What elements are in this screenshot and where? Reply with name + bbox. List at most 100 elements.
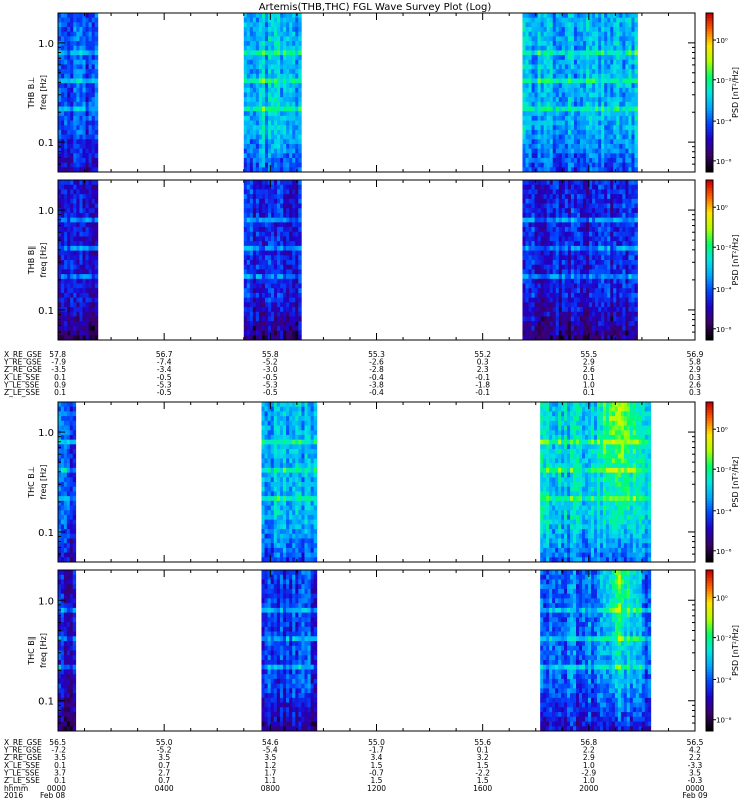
spectrogram-cell [549,17,554,23]
spectrogram-cell [531,31,535,37]
spectrogram-cell [274,125,278,131]
spectrogram-cell [298,69,302,75]
spectrogram-cell [246,180,251,186]
spectrogram-cell [613,217,617,223]
spectrogram-cell [576,222,581,228]
spectrogram-cell [558,73,563,79]
spectrogram-cell [243,83,248,89]
spectrogram-cell [85,139,90,145]
spectrogram-cell [268,129,272,135]
spectrogram-cell [570,184,575,190]
spectrogram-cell [525,87,529,93]
spectrogram-cell [561,115,566,121]
spectrogram-cell [549,106,554,112]
spectrogram-cell [88,125,93,131]
spectrogram-cell [543,50,548,56]
spectrogram-cell [610,106,614,112]
spectrogram-cell [549,92,554,98]
spectrogram-cell [552,41,557,47]
spectrogram-cell [289,307,293,313]
spectrogram-cell [534,297,539,303]
spectrogram-cell [64,31,68,37]
spectrogram-cell [255,189,260,195]
spectrogram-cell [607,255,611,261]
spectrogram-cell [289,148,293,154]
spectrogram-cell [607,157,611,164]
spectrogram-cell [622,22,626,28]
spectrogram-cell [292,167,296,173]
spectrogram-cell [73,283,77,289]
spectrogram-cell [289,167,293,173]
spectrogram-cell [280,36,284,42]
spectrogram-cell [295,87,299,93]
spectrogram-cell [622,101,626,107]
spectrogram-cell [88,269,93,275]
spectrogram-cell [631,87,635,93]
spectrogram-cell [625,64,629,70]
spectrogram-cell [592,73,596,79]
spectrogram-cell [631,236,635,242]
spectrogram-cell [88,330,93,336]
spectrogram-cell [264,222,269,228]
spectrogram-cell [528,330,532,336]
spectrogram-cell [283,143,287,150]
spectrogram-cell [58,203,62,209]
spectrogram-cell [607,325,611,331]
spectrogram-cell [625,17,629,23]
spectrogram-cell [622,148,626,154]
spectrogram-cell [522,321,526,327]
spectrogram-cell [91,255,96,261]
spectrogram-cell [570,111,575,117]
spectrogram-cell [61,245,65,251]
spectrogram-cell [261,64,266,70]
spectrogram-cell [85,97,90,103]
spectrogram-cell [268,231,272,237]
spectrogram-cell [298,22,302,28]
spectrogram-cell [534,97,539,103]
spectrogram-cell [537,162,542,168]
spectrogram-cell [64,255,68,261]
spectrogram-cell [534,264,539,270]
spectrogram-cell [586,148,590,154]
spectrogram-cell [622,217,626,223]
spectrogram-cell [292,59,296,65]
spectrogram-cell [271,87,275,93]
spectrogram-cell [622,120,626,126]
spectrogram-cell [622,143,626,150]
spectrogram-cell [289,87,293,93]
spectrogram-cell [289,325,293,331]
spectrogram-cell [622,241,626,247]
spectrogram-cell [76,180,80,186]
spectrogram-cell [610,17,614,23]
spectrogram-cell [249,269,254,275]
spectrogram-cell [61,288,65,294]
spectrogram-cell [94,241,99,247]
spectrogram-cell [558,264,563,270]
spectrogram-cell [586,316,590,322]
spectrogram-cell [573,198,578,204]
spectrogram-cell [292,120,296,126]
spectrogram-cell [537,148,542,154]
spectrogram-cell [61,153,65,159]
spectrogram-cell [277,269,281,275]
spectrogram-cell [619,274,623,280]
spectrogram-cell [531,208,535,214]
spectrogram-cell [634,302,638,308]
spectrogram-cell [604,260,608,266]
spectrogram-cell [283,50,287,56]
spectrogram-cell [555,180,560,186]
spectrogram-cell [76,283,80,289]
spectrogram-cell [583,111,587,117]
spectrogram-cell [82,297,86,303]
spectrogram-cell [586,269,590,275]
spectrogram-cell [604,83,608,89]
spectrogram-cell [598,139,602,145]
spectrogram-cell [79,143,83,150]
colorbar-swatch [706,166,713,170]
spectrogram-cell [82,330,86,336]
spectrogram-cell [85,288,90,294]
spectrogram-cell [295,264,299,270]
colorbar-swatch [706,39,713,43]
spectrogram-cell [567,36,572,42]
spectrogram-cell [79,311,83,317]
